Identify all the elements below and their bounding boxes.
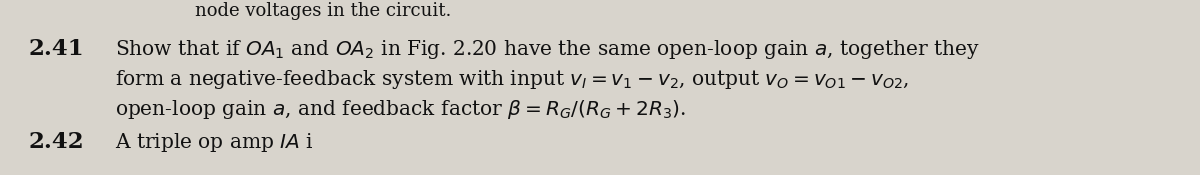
Text: 2.42: 2.42 xyxy=(28,131,84,153)
Text: 2.41: 2.41 xyxy=(28,38,84,60)
Text: A triple op amp $IA$ i: A triple op amp $IA$ i xyxy=(115,131,313,154)
Text: open-loop gain $a$, and feedback factor $\beta = R_G/(R_G + 2R_3)$.: open-loop gain $a$, and feedback factor … xyxy=(115,98,686,121)
Text: node voltages in the circuit.: node voltages in the circuit. xyxy=(194,2,451,20)
Text: form a negative-feedback system with input $v_I = v_1 - v_2$, output $v_O = v_{O: form a negative-feedback system with inp… xyxy=(115,68,910,91)
Text: Show that if $OA_1$ and $OA_2$ in Fig. 2.20 have the same open-loop gain $a$, to: Show that if $OA_1$ and $OA_2$ in Fig. 2… xyxy=(115,38,979,61)
